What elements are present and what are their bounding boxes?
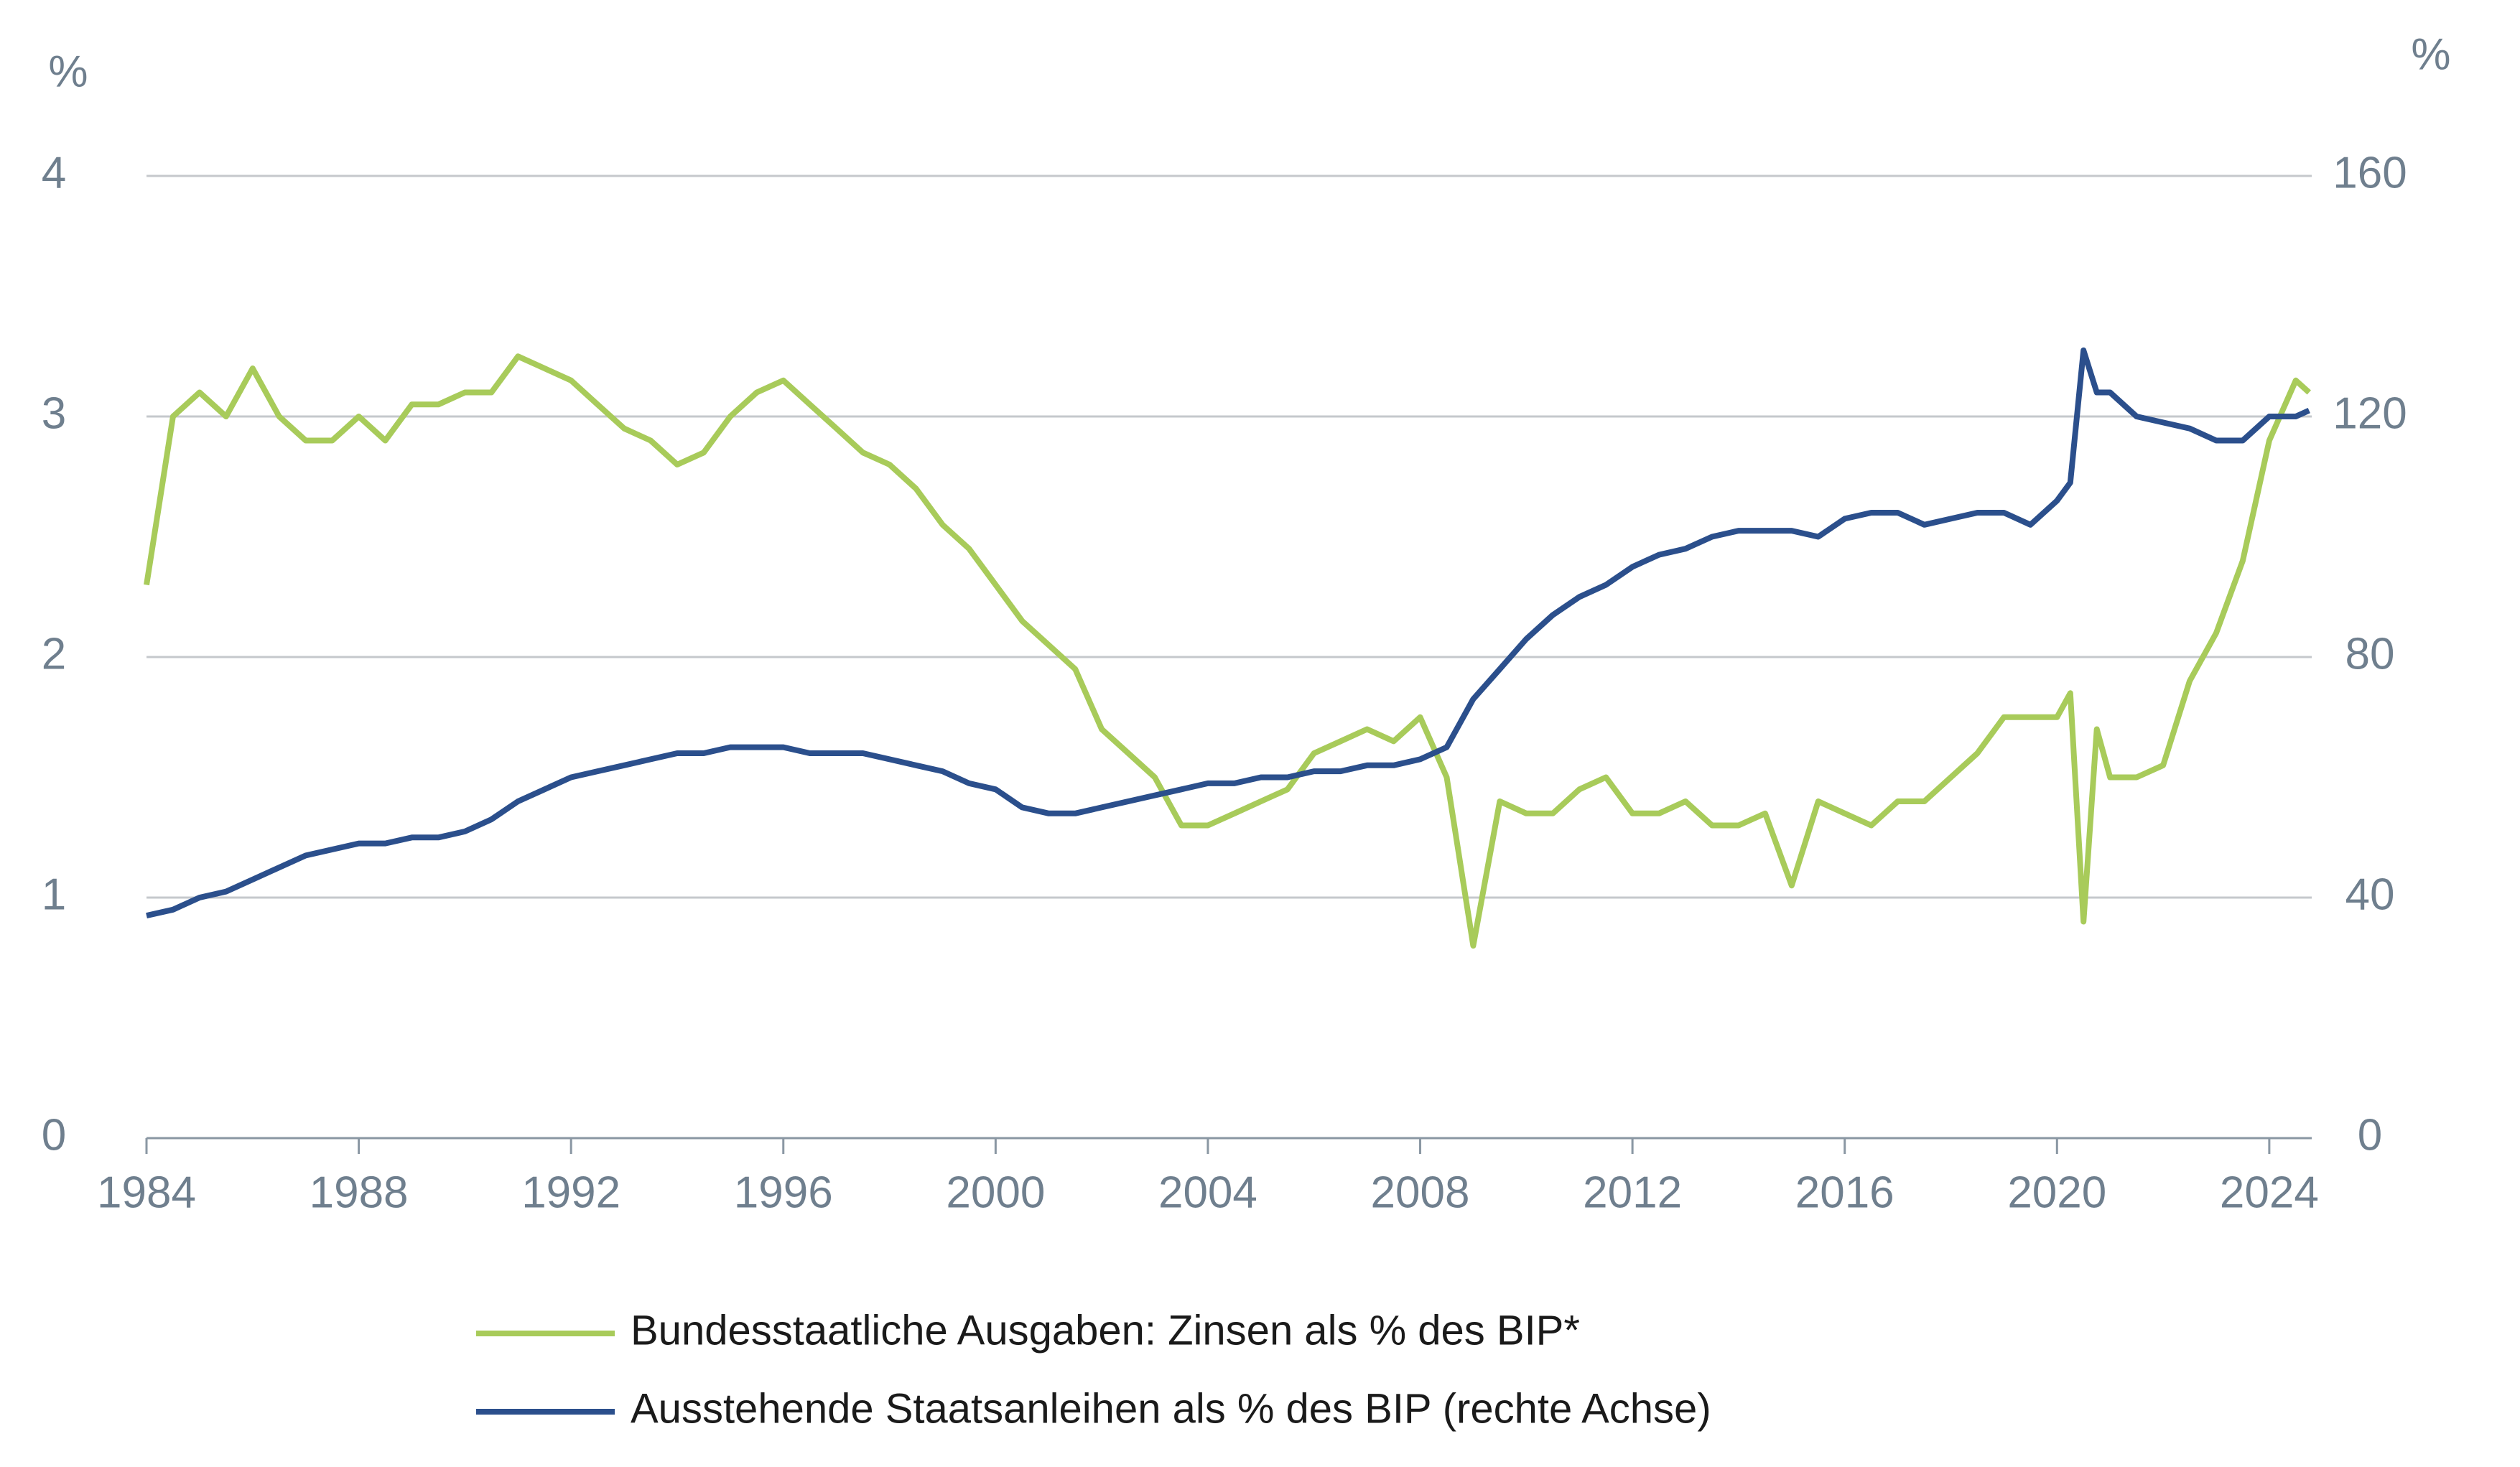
x-tick-label: 2004 [1158, 1168, 1257, 1217]
y-tick-label: 4 [42, 148, 66, 197]
x-tick-label: 1984 [97, 1168, 196, 1217]
y-tick-label: 3 [42, 388, 66, 438]
y-tick-label: 1 [42, 870, 66, 919]
series-line [144, 353, 2311, 949]
series-line [146, 347, 2310, 919]
legend-label: Bundesstaatliche Ausgaben: Zinsen als % … [631, 1307, 1580, 1354]
y2-unit: % [2411, 29, 2450, 79]
x-tick-label: 2024 [2220, 1168, 2319, 1217]
x-tick-label: 2012 [1583, 1168, 1682, 1217]
x-tick-label: 1992 [521, 1168, 620, 1217]
y-tick-label: 0 [42, 1110, 66, 1160]
y2-tick-label: 80 [2345, 629, 2395, 679]
x-tick-label: 1988 [310, 1168, 409, 1217]
y2-tick-label: 160 [2333, 148, 2407, 197]
x-tick-label: 2008 [1371, 1168, 1470, 1217]
y2-tick-label: 120 [2333, 388, 2407, 438]
x-tick-label: 2020 [2007, 1168, 2106, 1217]
y-tick-label: 2 [42, 629, 66, 679]
x-tick-label: 1996 [734, 1168, 833, 1217]
y2-tick-label: 40 [2345, 870, 2395, 919]
legend-label: Ausstehende Staatsanleihen als % des BIP… [631, 1385, 1711, 1432]
y2-tick-label: 0 [2358, 1110, 2382, 1160]
x-tick-label: 2016 [1795, 1168, 1894, 1217]
x-tick-label: 2000 [946, 1168, 1045, 1217]
y-unit: % [48, 47, 88, 96]
